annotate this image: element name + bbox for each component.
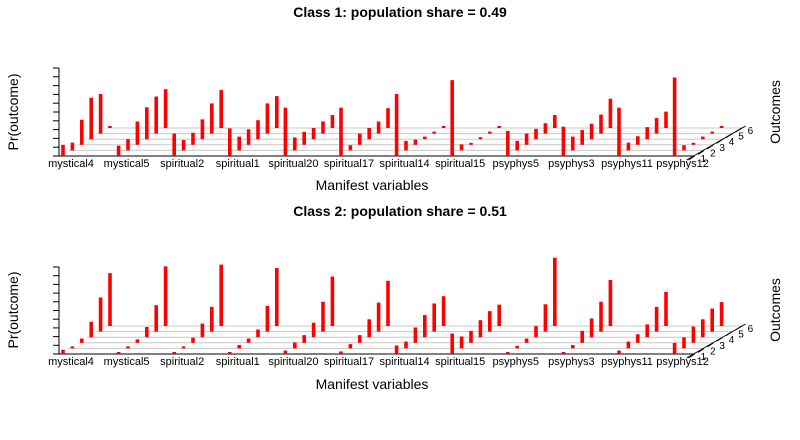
- outcome-tick-label: 1: [701, 154, 707, 165]
- category-tick-label: psyphys3: [548, 356, 594, 368]
- outcome-tick-label: 1: [701, 352, 707, 363]
- category-tick-label: psyphys3: [548, 158, 594, 170]
- chart-title: Class 2: population share = 0.51: [293, 203, 507, 219]
- outcome-tick-label: 5: [738, 330, 744, 341]
- category-tick-label: spiritual1: [216, 356, 260, 368]
- z-axis-label: Outcomes: [767, 80, 783, 144]
- category-tick-label: psyphys5: [493, 356, 539, 368]
- y-axis-label: Pr(outcome): [5, 73, 21, 150]
- outcome-tick-label: 3: [719, 143, 725, 154]
- chart-title: Class 1: population share = 0.49: [293, 4, 507, 20]
- category-tick-label: spiritual14: [380, 158, 430, 170]
- category-tick-label: spiritual1: [216, 158, 260, 170]
- category-tick-label: spiritual14: [380, 356, 430, 368]
- category-tick-label: mystical5: [104, 356, 150, 368]
- outcome-tick-label: 3: [719, 341, 725, 352]
- outcome-tick-label: 2: [710, 148, 716, 159]
- outcome-tick-label: 6: [748, 126, 754, 137]
- category-tick-label: mystical4: [48, 158, 94, 170]
- category-tick-label: spiritual17: [324, 356, 374, 368]
- outcome-tick-label: 5: [738, 132, 744, 143]
- category-tick-label: psyphys5: [493, 158, 539, 170]
- x-axis-label: Manifest variables: [316, 177, 429, 193]
- depth-axis-segment: [688, 353, 695, 359]
- category-tick-label: mystical5: [104, 158, 150, 170]
- category-tick-label: spiritual15: [435, 158, 485, 170]
- category-tick-label: psyphys12: [656, 158, 709, 170]
- x-axis-label: Manifest variables: [316, 376, 429, 392]
- outcome-tick-label: 6: [748, 324, 754, 335]
- outcome-tick-label: 2: [710, 346, 716, 357]
- category-tick-label: psyphys11: [601, 356, 653, 368]
- depth-axis: [686, 125, 746, 161]
- category-tick-label: spiritual20: [268, 356, 318, 368]
- category-tick-label: spiritual17: [324, 158, 374, 170]
- category-tick-label: spiritual15: [435, 356, 485, 368]
- depth-axis: [686, 323, 746, 359]
- z-axis-label: Outcomes: [767, 278, 783, 342]
- category-tick-label: psyphys11: [601, 158, 653, 170]
- outcome-tick-label: 4: [729, 137, 735, 148]
- category-tick-label: spiritual20: [268, 158, 318, 170]
- category-tick-label: spiritual2: [160, 158, 204, 170]
- outcome-tick-label: 4: [729, 335, 735, 346]
- category-tick-label: psyphys12: [656, 356, 709, 368]
- depth-axis-segment: [688, 155, 695, 161]
- category-tick-label: mystical4: [48, 356, 94, 368]
- category-tick-label: spiritual2: [160, 356, 204, 368]
- y-axis-label: Pr(outcome): [5, 271, 21, 348]
